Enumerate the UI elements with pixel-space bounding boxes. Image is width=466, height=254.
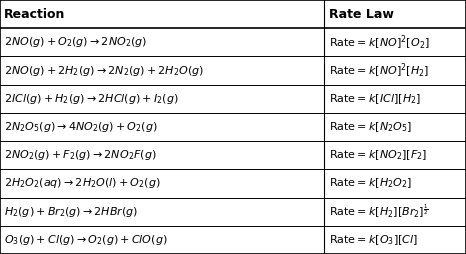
- Text: $\mathrm{Rate} = k[ICl][H_2]$: $\mathrm{Rate} = k[ICl][H_2]$: [329, 92, 422, 106]
- Text: $2H_2O_2(aq) \rightarrow 2H_2O(l) + O_2(g)$: $2H_2O_2(aq) \rightarrow 2H_2O(l) + O_2(…: [4, 177, 160, 190]
- Text: Reaction: Reaction: [4, 8, 65, 21]
- Text: $\mathrm{Rate} = k[H_2O_2]$: $\mathrm{Rate} = k[H_2O_2]$: [329, 177, 413, 190]
- Text: $\mathrm{Rate} = k[NO]^2[H_2]$: $\mathrm{Rate} = k[NO]^2[H_2]$: [329, 61, 430, 80]
- Text: $\mathrm{Rate} = k[NO]^2[O_2]$: $\mathrm{Rate} = k[NO]^2[O_2]$: [329, 33, 430, 52]
- Text: $O_3(g) + Cl(g) \rightarrow O_2(g) + ClO(g)$: $O_3(g) + Cl(g) \rightarrow O_2(g) + ClO…: [4, 233, 167, 247]
- Text: $2NO_2(g) + F_2(g) \rightarrow 2NO_2F(g)$: $2NO_2(g) + F_2(g) \rightarrow 2NO_2F(g)…: [4, 148, 156, 162]
- Text: $H_2(g) + Br_2(g) \rightarrow 2HBr(g)$: $H_2(g) + Br_2(g) \rightarrow 2HBr(g)$: [4, 205, 138, 219]
- Text: $2NO(g) + 2H_2(g) \rightarrow 2N_2(g) + 2H_2O(g)$: $2NO(g) + 2H_2(g) \rightarrow 2N_2(g) + …: [4, 64, 204, 77]
- Text: $\mathrm{Rate} = k[NO_2][F_2]$: $\mathrm{Rate} = k[NO_2][F_2]$: [329, 148, 428, 162]
- Text: $\mathrm{Rate} = k[H_2][Br_2]^{\frac{1}{2}}$: $\mathrm{Rate} = k[H_2][Br_2]^{\frac{1}{…: [329, 203, 429, 220]
- Text: $\mathrm{Rate} = k[N_2O_5]$: $\mathrm{Rate} = k[N_2O_5]$: [329, 120, 413, 134]
- Text: $2NO(g) + O_2(g) \rightarrow 2NO_2(g)$: $2NO(g) + O_2(g) \rightarrow 2NO_2(g)$: [4, 35, 147, 49]
- Text: $\mathrm{Rate} = k[O_3][Cl]$: $\mathrm{Rate} = k[O_3][Cl]$: [329, 233, 418, 247]
- Text: $2N_2O_5(g) \rightarrow 4NO_2(g) + O_2(g)$: $2N_2O_5(g) \rightarrow 4NO_2(g) + O_2(g…: [4, 120, 158, 134]
- Text: $2ICl(g) + H_2(g) \rightarrow 2HCl(g) + I_2(g)$: $2ICl(g) + H_2(g) \rightarrow 2HCl(g) + …: [4, 92, 178, 106]
- Text: Rate Law: Rate Law: [329, 8, 393, 21]
